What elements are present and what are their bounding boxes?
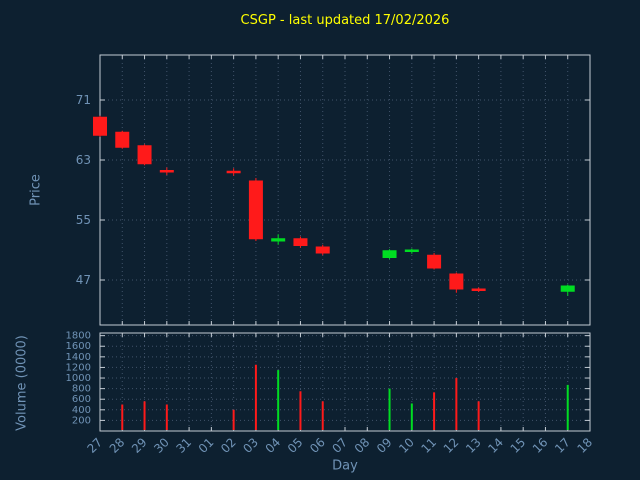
x-tick-label: 05 — [285, 435, 306, 456]
x-tick-label: 02 — [218, 435, 239, 456]
x-tick-label: 04 — [263, 435, 284, 456]
x-tick-label: 17 — [552, 435, 573, 456]
candle-body — [293, 238, 308, 246]
candle-body — [248, 180, 263, 240]
x-tick-label: 11 — [419, 435, 440, 456]
candle-body — [560, 285, 575, 292]
candle-body — [404, 249, 419, 252]
price-tick-label: 55 — [76, 213, 91, 227]
volume-tick-label: 1600 — [66, 341, 91, 352]
x-tick-label: 18 — [574, 435, 595, 456]
chart-title: CSGP - last updated 17/02/2026 — [240, 13, 450, 28]
x-tick-label: 14 — [485, 435, 506, 456]
candle-body — [471, 288, 486, 291]
volume-tick-label: 1200 — [66, 362, 91, 373]
x-tick-label: 27 — [84, 435, 105, 456]
candle-body — [93, 116, 107, 136]
x-tick-label: 09 — [374, 435, 395, 456]
volume-tick-label: 200 — [72, 415, 91, 426]
price-tick-label: 71 — [76, 93, 91, 107]
volume-tick-label: 800 — [72, 384, 91, 395]
x-tick-label: 08 — [352, 435, 373, 456]
x-tick-label: 10 — [396, 435, 417, 456]
volume-tick-label: 600 — [72, 394, 91, 405]
volume-tick-label: 1000 — [66, 373, 91, 384]
candle-body — [449, 273, 464, 290]
volume-tick-label: 1400 — [66, 352, 91, 363]
candle-body — [226, 170, 241, 174]
price-axis-label: Price — [28, 174, 44, 206]
candle-body — [315, 246, 330, 254]
price-tick-label: 63 — [76, 153, 91, 167]
volume-axis-label: Volume (0000) — [14, 335, 30, 431]
price-tick-label: 47 — [76, 273, 91, 287]
volume-tick-label: 400 — [72, 405, 91, 416]
x-tick-label: 01 — [196, 435, 217, 456]
candle-body — [137, 145, 152, 165]
x-tick-label: 15 — [508, 435, 529, 456]
candle-body — [159, 170, 174, 173]
x-tick-label: 03 — [240, 435, 261, 456]
x-axis-label: Day — [332, 458, 358, 474]
x-tick-label: 31 — [174, 435, 195, 456]
x-tick-label: 06 — [307, 435, 328, 456]
x-tick-label: 28 — [107, 435, 128, 456]
volume-tick-label: 1800 — [66, 331, 91, 342]
x-tick-label: 30 — [151, 435, 172, 456]
x-tick-label: 07 — [329, 435, 350, 456]
candle-body — [115, 131, 130, 148]
candle-body — [271, 238, 286, 242]
x-tick-label: 12 — [441, 435, 462, 456]
x-tick-label: 16 — [530, 435, 551, 456]
x-tick-label: 29 — [129, 435, 150, 456]
x-tick-label: 13 — [463, 435, 484, 456]
candle-body — [427, 254, 442, 269]
candle-body — [382, 250, 397, 258]
